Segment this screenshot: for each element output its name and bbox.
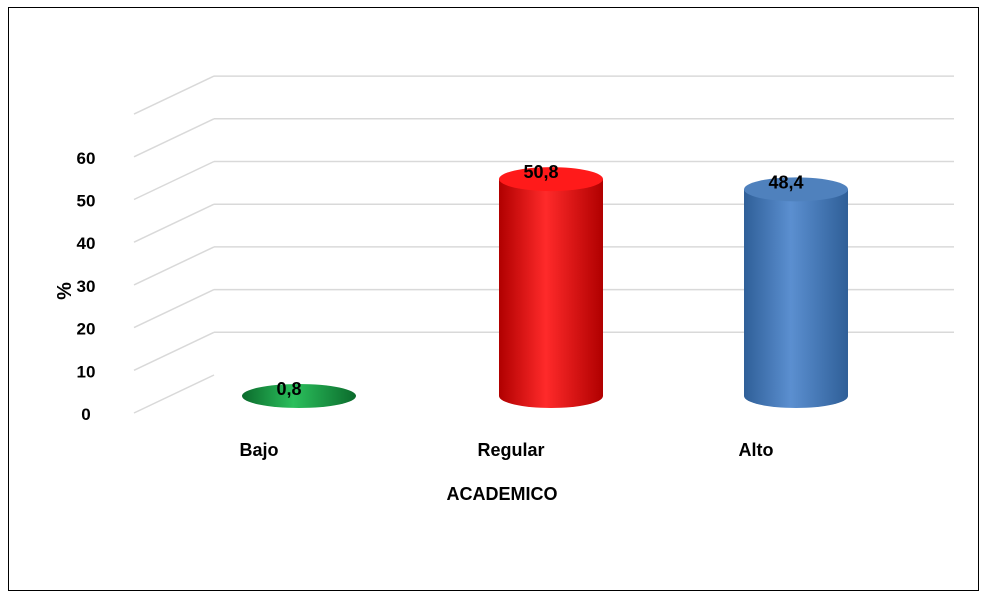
y-axis-label: %: [54, 282, 76, 300]
data-label: 0,8: [276, 379, 301, 399]
bar-top: [744, 177, 848, 202]
gridline-side: [133, 288, 215, 329]
y-tick-label: 60: [77, 149, 96, 168]
gridline-side: [133, 160, 215, 201]
bar-chart: 0 10 20 30 40 50 60 % 0,8 50,8 48,4 Bajo Regular A…: [54, 75, 954, 504]
bar-top: [242, 384, 356, 408]
bar-body: [744, 189, 848, 408]
y-axis-ticks: 0 10 20 30 40 50 60: [77, 149, 96, 424]
y-tick-label: 50: [77, 192, 96, 211]
gridline-side: [133, 374, 215, 414]
data-label: 48,4: [768, 172, 803, 192]
bar-alto: [744, 177, 848, 408]
bar-regular: [499, 167, 603, 408]
x-tick-label: Alto: [739, 440, 774, 460]
x-tick-label: Bajo: [239, 440, 278, 460]
y-tick-label: 20: [77, 320, 96, 339]
bar-top: [499, 167, 603, 192]
chart-frame: 0 10 20 30 40 50 60 % 0,8 50,8 48,4 Bajo Regular A…: [8, 7, 979, 591]
gridline-side: [133, 246, 215, 286]
x-tick-label: Regular: [477, 440, 544, 460]
y-tick-label: 30: [77, 277, 96, 296]
data-label: 50,8: [523, 162, 558, 182]
bar-body: [499, 179, 603, 408]
gridline-side: [133, 203, 215, 243]
y-tick-label: 10: [77, 362, 96, 381]
gridline-side: [133, 118, 215, 158]
x-axis-ticks: Bajo Regular Alto: [239, 440, 773, 460]
gridline-side: [133, 331, 215, 371]
gridline-side: [133, 75, 215, 115]
bar-bajo: [242, 384, 356, 408]
y-tick-label: 0: [81, 405, 90, 424]
bars: 0,8 50,8 48,4: [242, 162, 848, 408]
y-tick-label: 40: [77, 234, 96, 253]
x-axis-label: ACADEMICO: [447, 484, 558, 504]
